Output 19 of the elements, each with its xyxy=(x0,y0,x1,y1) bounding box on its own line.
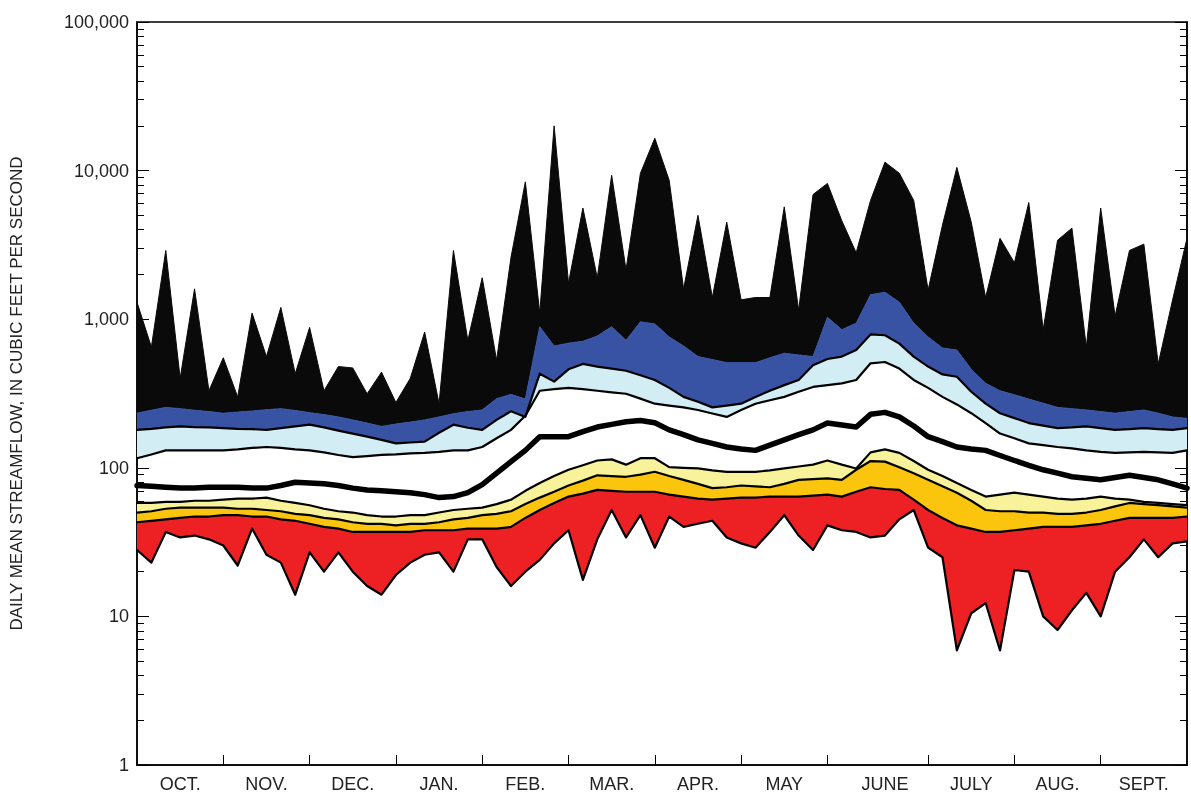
x-tick-label: MAR. xyxy=(589,774,635,794)
y-tick-label: 10 xyxy=(108,606,129,627)
x-tick-label: FEB. xyxy=(505,774,546,794)
x-tick-label: OCT. xyxy=(159,774,201,794)
y-axis-title: DAILY MEAN STREAMFLOW, IN CUBIC FEET PER SECOND xyxy=(7,156,26,631)
y-tick-label: 10,000 xyxy=(73,160,129,181)
x-tick-label: NOV. xyxy=(245,774,288,794)
y-tick-label: 1 xyxy=(118,755,129,775)
x-tick-label: MAY xyxy=(765,774,804,794)
y-tick-label: 100 xyxy=(98,457,129,478)
x-tick-label: JULY xyxy=(949,774,993,794)
x-tick-label: AUG. xyxy=(1035,774,1080,794)
y-tick-label: 1,000 xyxy=(83,309,129,330)
x-tick-label: APR. xyxy=(676,774,719,794)
x-tick-label: DEC. xyxy=(331,774,375,794)
x-tick-label: JUNE xyxy=(861,774,909,794)
y-tick-label: 100,000 xyxy=(63,12,129,32)
x-tick-label: JAN. xyxy=(419,774,459,794)
x-tick-label: SEPT. xyxy=(1118,774,1169,794)
